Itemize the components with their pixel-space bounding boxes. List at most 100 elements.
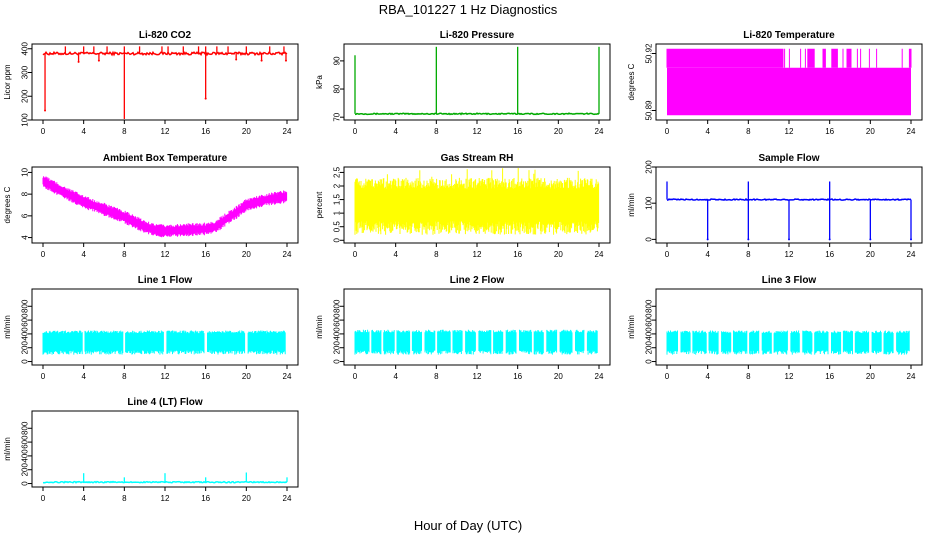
x-tick-label: 12 — [473, 372, 482, 381]
y-tick-label: 400 — [21, 42, 30, 56]
spike-point — [869, 238, 872, 241]
spike-point — [788, 238, 790, 241]
x-tick-label: 20 — [554, 127, 563, 136]
spike-point — [260, 59, 263, 62]
y-tick-label: 4 — [21, 235, 30, 240]
chart-title: Gas Stream RH — [441, 153, 514, 164]
x-tick-label: 24 — [283, 494, 292, 503]
y-tick-label: 0 — [645, 359, 654, 364]
x-axis-title: Hour of Day (UTC) — [413, 518, 523, 533]
x-tick-label: 12 — [161, 127, 170, 136]
flow-band — [354, 329, 598, 355]
chart-panel: Sample Flow ml/min 0 4 8 12 16 20 24 0 100 200 — [627, 153, 923, 259]
y-tick-label: 10 — [21, 167, 30, 176]
y-axis-label: percent — [315, 191, 324, 218]
x-tick-label: 16 — [825, 127, 834, 136]
y-tick-label: 100 — [21, 113, 30, 127]
chart-title: Line 1 Flow — [138, 275, 193, 286]
x-tick-label: 8 — [434, 250, 439, 259]
y-tick-label: 90 — [333, 56, 342, 65]
x-tick-label: 12 — [473, 250, 482, 259]
x-tick-label: 16 — [513, 127, 522, 136]
data-series — [354, 168, 600, 235]
x-tick-label: 0 — [41, 372, 46, 381]
ambient-band — [42, 176, 288, 238]
x-tick-label: 4 — [81, 250, 86, 259]
x-tick-label: 12 — [161, 250, 170, 259]
baseline-trace — [354, 112, 600, 116]
flow-band — [666, 330, 910, 355]
x-tick-label: 8 — [122, 127, 127, 136]
x-tick-label: 4 — [393, 127, 398, 136]
x-tick-label: 4 — [393, 250, 398, 259]
x-tick-label: 4 — [393, 372, 398, 381]
y-tick-label: 200 — [645, 341, 654, 355]
y-tick-label: 300 — [21, 65, 30, 79]
spike-point — [284, 59, 287, 62]
x-tick-label: 24 — [907, 372, 916, 381]
x-tick-label: 0 — [41, 127, 46, 136]
chart-panel: Line 3 Flow ml/min 0 4 8 12 16 20 24 0 20040060080… — [627, 275, 923, 381]
chart-title: Ambient Box Temperature — [103, 153, 228, 164]
data-series — [42, 46, 288, 119]
x-tick-label: 4 — [81, 372, 86, 381]
data-series — [42, 472, 288, 484]
y-tick-label: 50.92 — [645, 43, 654, 64]
y-axis-label: ml/min — [627, 315, 636, 339]
y-tick-label: 600 — [333, 313, 342, 327]
y-tick-label: 200 — [21, 341, 30, 355]
x-tick-label: 20 — [866, 127, 875, 136]
chart-panel: Li-820 CO2 Licor ppm 0 4 8 12 16 20 24 100 200 300 4… — [3, 30, 299, 136]
chart-panel: Li-820 Pressure kPa 0 4 8 12 16 20 24 70 80 90 — [315, 30, 611, 136]
x-tick-label: 16 — [513, 372, 522, 381]
x-tick-label: 24 — [595, 372, 604, 381]
y-tick-label: 100 — [645, 196, 654, 210]
x-tick-label: 4 — [705, 372, 710, 381]
plot-frame — [31, 288, 299, 366]
plot-frame — [31, 43, 299, 121]
x-tick-label: 8 — [746, 372, 751, 381]
x-tick-label: 0 — [665, 127, 670, 136]
y-tick-label: 0 — [333, 359, 342, 364]
y-tick-label: 400 — [333, 327, 342, 341]
x-tick-label: 20 — [242, 250, 251, 259]
y-axis-label: ml/min — [3, 437, 12, 461]
x-tick-label: 0 — [41, 250, 46, 259]
y-tick-label: 6 — [21, 213, 30, 218]
spike-point — [97, 59, 100, 62]
x-tick-label: 24 — [283, 372, 292, 381]
x-tick-label: 0 — [665, 372, 670, 381]
y-axis-label: ml/min — [315, 315, 324, 339]
x-tick-label: 4 — [705, 127, 710, 136]
plot-frame — [343, 166, 611, 244]
y-tick-label: 0 — [333, 238, 342, 243]
x-tick-label: 12 — [161, 494, 170, 503]
chart-title: Line 2 Flow — [450, 275, 505, 286]
chart-title: Line 4 (LT) Flow — [127, 397, 203, 408]
spike-point — [204, 97, 207, 100]
baseline-trace — [42, 50, 288, 57]
flow-band — [42, 330, 286, 355]
x-tick-label: 24 — [595, 127, 604, 136]
x-tick-label: 0 — [665, 250, 670, 259]
y-tick-label: 400 — [21, 327, 30, 341]
y-axis-label: ml/min — [3, 315, 12, 339]
x-tick-label: 16 — [825, 250, 834, 259]
y-tick-label: 800 — [645, 299, 654, 313]
y-tick-label: 400 — [21, 449, 30, 463]
data-series — [42, 176, 288, 238]
data-series — [666, 181, 912, 241]
x-tick-label: 20 — [554, 372, 563, 381]
temperature-low-band — [667, 67, 911, 116]
x-tick-label: 8 — [122, 372, 127, 381]
y-tick-label: 400 — [645, 327, 654, 341]
x-tick-label: 0 — [353, 372, 358, 381]
x-tick-label: 4 — [81, 494, 86, 503]
chart-panel: Gas Stream RH percent 0 4 8 12 16 20 24 0 0.5 1 1.5 2… — [315, 153, 611, 259]
data-series — [666, 48, 912, 116]
x-tick-label: 0 — [41, 494, 46, 503]
plot-frame — [31, 166, 299, 244]
plot-frame — [343, 288, 611, 366]
y-tick-label: 50.89 — [645, 100, 654, 121]
